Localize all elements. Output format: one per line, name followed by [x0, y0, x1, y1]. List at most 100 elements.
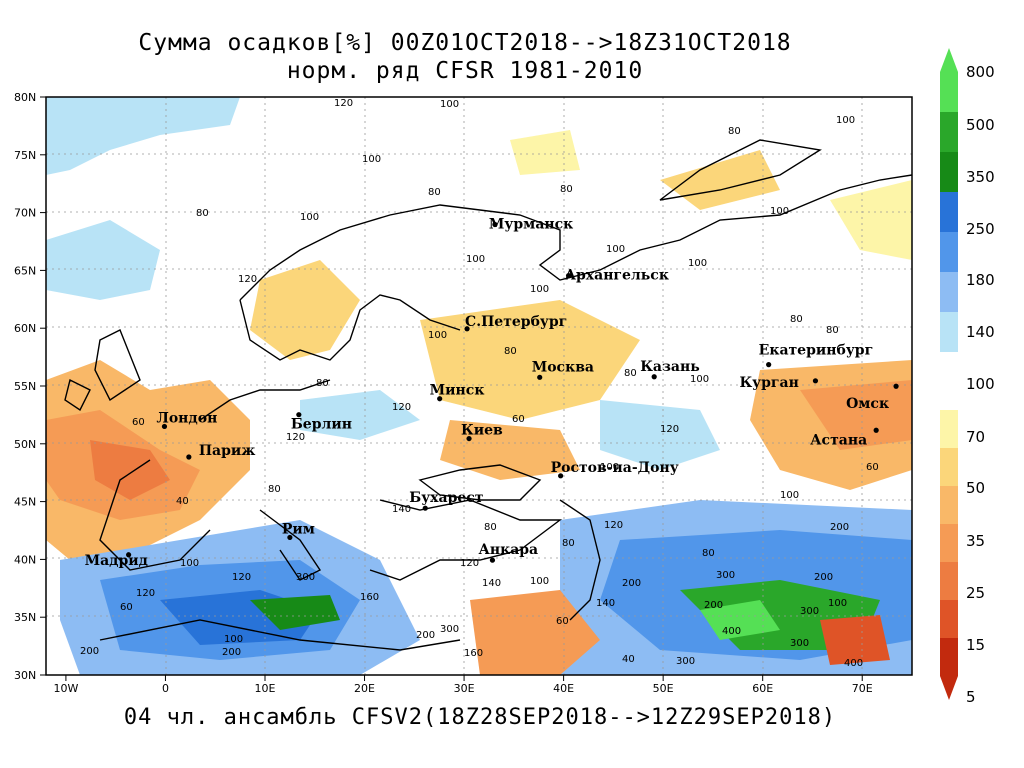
contour-label: 120: [286, 432, 305, 443]
contour-label: 100: [600, 462, 619, 473]
contour-label: 100: [690, 374, 709, 385]
lat-label: 80N: [14, 91, 36, 104]
city-dot: [489, 557, 496, 563]
contour-label: 40: [622, 654, 635, 665]
contour-label: 300: [790, 638, 809, 649]
lon-label: 60E: [752, 682, 773, 695]
contour-label: 100: [466, 254, 485, 265]
lat-label: 30N: [14, 669, 36, 682]
city-label: Париж: [199, 443, 256, 459]
lon-label: 10W: [53, 682, 78, 695]
contour-label: 120: [136, 588, 155, 599]
contour-label: 200: [622, 578, 641, 589]
contour-label: 100: [780, 490, 799, 501]
contour-label: 120: [238, 274, 257, 285]
city-dot: [651, 374, 657, 380]
precip-area: [46, 220, 160, 300]
city-dot: [537, 374, 543, 380]
city-dot: [287, 534, 293, 541]
city-dot: [492, 221, 498, 228]
latitude-labels: 80N 75N 70N 65N 60N 55N 50N 45N 40N 35N 30N: [14, 91, 46, 682]
city-label: Астана: [810, 432, 867, 448]
contour-label: 60: [866, 462, 879, 473]
contour-label: 200: [704, 600, 723, 611]
precip-area: [300, 390, 420, 440]
contour-label: 80: [316, 378, 329, 389]
contour-label: 120: [604, 520, 623, 531]
city-dot: [126, 552, 132, 558]
contour-label: 300: [716, 570, 735, 581]
contour-label: 80: [268, 484, 281, 495]
contour-label: 100: [530, 576, 549, 587]
contour-label: 200: [830, 522, 849, 533]
contour-label: 80: [562, 538, 575, 549]
contour-label: 120: [334, 98, 353, 109]
contour-label: 400: [722, 626, 741, 637]
city-dot: [812, 378, 819, 384]
city-label: Курган: [739, 375, 798, 391]
city-markers: Мурманск Архангельск С.Петербург Москва Каза…: [85, 217, 899, 569]
city-label: Лондон: [156, 410, 217, 426]
precip-area: [820, 615, 890, 665]
precip-area: [470, 590, 600, 675]
city-label: Рим: [282, 521, 315, 537]
contour-label: 300: [296, 572, 315, 583]
city-label: Екатеринбург: [759, 343, 874, 359]
contour-label: 60: [556, 616, 569, 627]
city-label: Архангельск: [565, 268, 669, 284]
precip-area: [46, 97, 240, 175]
city-dot: [873, 427, 879, 433]
city-label: Минск: [430, 383, 485, 399]
contour-label: 300: [676, 656, 695, 667]
contour-label: 80: [428, 187, 441, 198]
contour-label: 80: [728, 126, 741, 137]
contour-label: 100: [828, 598, 847, 609]
contour-label: 120: [392, 402, 411, 413]
city-dot: [558, 473, 564, 479]
city-dot: [464, 326, 470, 332]
contour-label: 60: [132, 417, 145, 428]
lon-label: 70E: [852, 682, 873, 695]
contour-label: 200: [814, 572, 833, 583]
city-label: Бухарест: [409, 490, 484, 506]
contour-label: 100: [224, 634, 243, 645]
city-label: Омск: [846, 396, 889, 412]
contour-label: 60: [120, 602, 133, 613]
lat-label: 45N: [14, 496, 36, 509]
contour-label: 200: [222, 647, 241, 658]
chart-subtitle: норм. ряд CFSR 1981-2010: [286, 58, 644, 84]
city-dot: [186, 454, 192, 460]
lon-label: 50E: [653, 682, 674, 695]
lat-label: 70N: [14, 207, 36, 220]
precip-area: [800, 380, 912, 450]
lat-label: 35N: [14, 611, 36, 624]
contour-label: 160: [464, 648, 483, 659]
lon-label: 30E: [454, 682, 475, 695]
contour-label: 200: [416, 630, 435, 641]
contour-label: 80: [826, 325, 839, 336]
contour-labels: 120 100 100 80 100 80 80 80 100 100 100 …: [80, 98, 879, 669]
contour-label: 100: [180, 558, 199, 569]
precip-area: [420, 300, 640, 420]
contour-label: 140: [596, 598, 615, 609]
contour-label: 60: [512, 414, 525, 425]
precip-fields: [46, 97, 912, 675]
chart-title: Сумма осадков[%] 00Z01OCT2018-->18Z31OCT…: [138, 30, 792, 56]
city-label: Анкара: [478, 542, 538, 558]
precip-area: [250, 595, 340, 630]
contour-label: 140: [392, 504, 411, 515]
contour-label: 80: [560, 184, 573, 195]
lon-label: 10E: [255, 682, 276, 695]
contour-label: 200: [80, 646, 99, 657]
longitude-labels: 10W 0 10E 20E 30E 40E 50E 60E 70E: [53, 675, 873, 695]
precip-area: [600, 400, 720, 470]
precip-area: [700, 600, 780, 640]
contour-label: 300: [440, 624, 459, 635]
city-dot: [422, 505, 428, 511]
contour-label: 160: [360, 592, 379, 603]
contour-label: 100: [836, 115, 855, 126]
city-dot: [466, 435, 472, 442]
lat-label: 40N: [14, 553, 36, 566]
contour-label: 80: [702, 548, 715, 559]
contour-label: 80: [196, 208, 209, 219]
